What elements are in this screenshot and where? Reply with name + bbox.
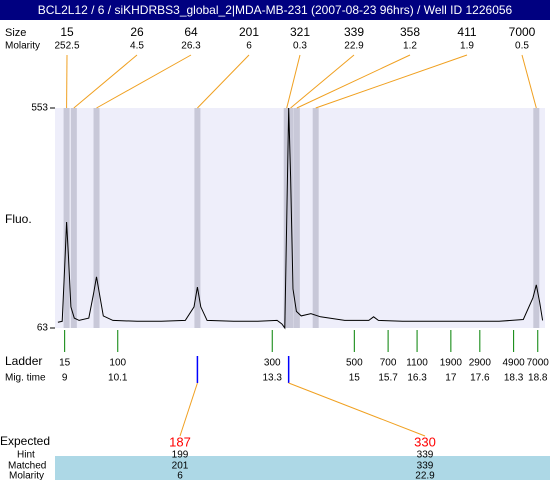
expected-value: 330 bbox=[414, 434, 436, 449]
peak-size: 64 bbox=[184, 25, 198, 39]
peak-molarity: 26.3 bbox=[181, 41, 201, 52]
ladder-size: 500 bbox=[346, 358, 363, 369]
peak-size: 339 bbox=[344, 25, 364, 39]
expected-label: Expected bbox=[0, 434, 50, 448]
peak-molarity: 6 bbox=[246, 41, 252, 52]
peak-size: 411 bbox=[457, 25, 476, 39]
ladder-time: 13.3 bbox=[263, 373, 283, 384]
peak-molarity: 0.5 bbox=[515, 41, 529, 52]
peak-molarity: 1.2 bbox=[403, 41, 417, 52]
peak-size: 7000 bbox=[509, 25, 536, 39]
peak-band bbox=[94, 108, 100, 328]
expected-connector bbox=[289, 383, 425, 436]
ladder-size: 7000 bbox=[527, 358, 550, 369]
peak-size: 321 bbox=[290, 25, 310, 39]
y-tick-label: 553 bbox=[31, 103, 48, 114]
peak-connector bbox=[291, 55, 354, 108]
peak-molarity: 4.5 bbox=[130, 41, 144, 52]
ladder-label: Ladder bbox=[5, 354, 42, 368]
matched-band bbox=[55, 456, 550, 480]
ladder-size: 700 bbox=[380, 358, 397, 369]
peak-molarity: 1.9 bbox=[460, 41, 474, 52]
peak-connector bbox=[97, 55, 191, 108]
hint-value: 339 bbox=[417, 450, 434, 461]
molarity-value: 22.9 bbox=[415, 471, 435, 480]
molarity-value: 6 bbox=[177, 471, 183, 480]
peak-band bbox=[71, 108, 77, 328]
ladder-size: 1900 bbox=[440, 358, 463, 369]
title: BCL2L12 / 6 / siKHDRBS3_global_2|MDA-MB-… bbox=[38, 3, 513, 17]
peak-connector bbox=[297, 55, 410, 108]
molarity-label: Molarity bbox=[9, 471, 44, 480]
ladder-size: 2900 bbox=[469, 358, 492, 369]
size-header: Size bbox=[5, 27, 26, 39]
peak-molarity: 0.3 bbox=[293, 41, 307, 52]
hint-value: 199 bbox=[172, 450, 189, 461]
ladder-time: 17.6 bbox=[470, 373, 490, 384]
peak-size: 201 bbox=[239, 25, 259, 39]
ladder-size: 300 bbox=[264, 358, 281, 369]
ladder-time: 10.1 bbox=[108, 373, 128, 384]
ladder-time: 9 bbox=[62, 373, 68, 384]
peak-band bbox=[313, 108, 319, 328]
peak-molarity: 22.9 bbox=[344, 41, 364, 52]
ladder-size: 100 bbox=[109, 358, 126, 369]
peak-size: 15 bbox=[60, 25, 74, 39]
peak-band bbox=[294, 108, 300, 328]
ladder-time: 15 bbox=[349, 373, 361, 384]
y-tick-label: 63 bbox=[37, 323, 49, 334]
ladder-time: 18.3 bbox=[504, 373, 524, 384]
peak-molarity: 252.5 bbox=[54, 41, 79, 52]
y-axis-label: Fluo. bbox=[5, 212, 32, 226]
peak-connector bbox=[316, 55, 467, 108]
ladder-time: 15.7 bbox=[378, 373, 398, 384]
peak-connector bbox=[74, 55, 137, 108]
mig-time-label: Mig. time bbox=[5, 373, 46, 384]
ladder-time: 18.8 bbox=[528, 373, 548, 384]
ladder-time: 16.3 bbox=[407, 373, 427, 384]
peak-connector bbox=[287, 55, 300, 108]
plot-area bbox=[55, 108, 545, 328]
ladder-time: 17 bbox=[445, 373, 457, 384]
peak-band bbox=[194, 108, 200, 328]
peak-connector bbox=[197, 55, 249, 108]
ladder-size: 15 bbox=[59, 358, 71, 369]
peak-connector bbox=[522, 55, 536, 108]
peak-size: 358 bbox=[400, 25, 420, 39]
peak-band bbox=[64, 108, 70, 328]
ladder-size: 4900 bbox=[502, 358, 525, 369]
hint-label: Hint bbox=[17, 450, 35, 461]
expected-value: 187 bbox=[169, 434, 191, 449]
molarity-header: Molarity bbox=[5, 41, 40, 52]
ladder-size: 1100 bbox=[406, 358, 428, 369]
peak-size: 26 bbox=[130, 25, 144, 39]
expected-connector bbox=[180, 383, 197, 436]
